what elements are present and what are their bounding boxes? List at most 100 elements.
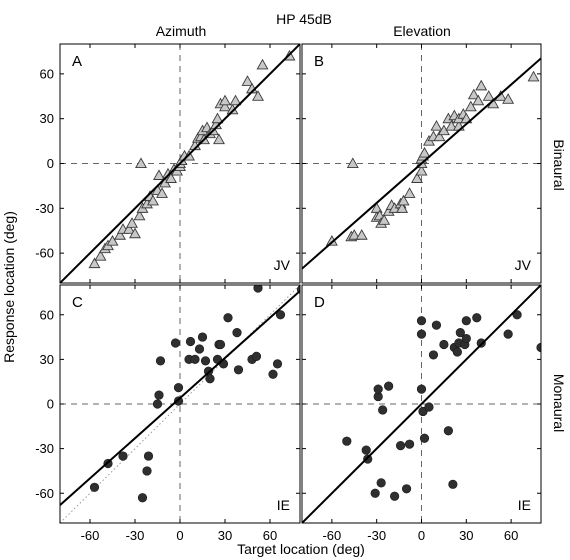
x-tick-label: 60 — [504, 528, 518, 543]
y-tick-label: -30 — [35, 201, 54, 216]
panel-letter: A — [72, 53, 82, 70]
data-point — [512, 310, 522, 320]
data-point — [461, 316, 471, 326]
data-point — [233, 365, 244, 375]
data-point — [348, 229, 361, 240]
data-point — [416, 316, 427, 326]
data-point — [448, 479, 458, 489]
data-point — [275, 310, 286, 320]
data-point — [194, 344, 205, 354]
subject-label: JV — [274, 257, 291, 273]
data-point — [223, 313, 233, 323]
data-point — [404, 439, 415, 449]
data-point — [219, 100, 231, 112]
y-tick-label: 60 — [40, 66, 54, 81]
data-point — [476, 338, 486, 348]
data-point — [416, 329, 427, 339]
data-point — [106, 235, 119, 246]
data-point — [376, 478, 386, 488]
panel-plot-area — [302, 57, 541, 270]
data-point — [89, 482, 100, 492]
data-point — [256, 58, 269, 70]
data-point — [268, 369, 278, 379]
data-point — [363, 454, 373, 464]
data-point — [378, 405, 388, 415]
data-point — [411, 172, 423, 183]
data-point — [346, 157, 359, 169]
panel-letter: C — [72, 294, 83, 311]
x-tick-label: 0 — [176, 528, 183, 543]
data-point — [416, 384, 427, 394]
data-point — [475, 79, 488, 91]
data-point — [455, 328, 465, 338]
data-point — [401, 484, 412, 494]
data-point — [378, 214, 391, 225]
data-point — [173, 383, 184, 393]
data-point — [165, 172, 177, 183]
y-axis-label: Response location (deg) — [1, 211, 17, 363]
data-point — [137, 493, 148, 503]
data-point — [272, 359, 283, 369]
panel-a: -60 -30 0 30 60 A JV — [35, 43, 301, 284]
data-point — [325, 235, 338, 246]
panel-plot-area — [60, 44, 300, 283]
x-tick-label: -30 — [126, 528, 145, 543]
panel-b: B JV — [301, 43, 542, 284]
data-point — [370, 488, 380, 498]
data-point — [355, 229, 368, 240]
data-point — [118, 451, 128, 461]
y-tick-label: 60 — [40, 307, 54, 322]
data-point — [396, 202, 409, 213]
data-point — [190, 354, 200, 364]
x-tick-label: 30 — [218, 528, 232, 543]
data-point — [342, 436, 352, 446]
data-point — [143, 451, 154, 461]
row-title-binaural: Binaural — [551, 139, 567, 190]
data-point — [390, 491, 400, 501]
data-point — [211, 112, 224, 124]
regression-line — [302, 57, 541, 270]
data-point — [527, 70, 540, 82]
data-point — [133, 209, 146, 221]
data-point — [370, 202, 383, 213]
subject-label: IE — [518, 497, 531, 513]
data-point — [232, 328, 242, 338]
x-tick-label: 60 — [263, 528, 277, 543]
data-point — [502, 93, 515, 104]
data-point — [252, 90, 264, 101]
y-tick-label: -60 — [35, 486, 54, 501]
data-point — [155, 356, 166, 366]
column-title-azimuth: Azimuth — [156, 23, 207, 39]
data-point — [205, 374, 215, 384]
data-point — [173, 396, 184, 406]
data-point — [403, 187, 416, 198]
regression-line — [60, 290, 300, 506]
data-point — [472, 313, 482, 323]
data-point — [445, 120, 458, 131]
subject-label: IE — [277, 497, 290, 513]
y-tick-label: 0 — [47, 156, 54, 171]
regression-line — [60, 44, 300, 283]
figure-title: HP 45dB — [276, 11, 332, 27]
data-point — [153, 169, 165, 180]
data-point — [129, 227, 141, 239]
data-point — [88, 257, 101, 269]
data-point — [464, 100, 477, 112]
data-point — [467, 88, 480, 100]
data-point — [443, 426, 453, 436]
data-point — [94, 249, 107, 261]
data-point — [373, 384, 383, 394]
row-title-monaural: Monaural — [551, 374, 567, 432]
x-tick-label: -60 — [322, 528, 341, 543]
panel-c: -60 -30 0 30 60 -60 -30 0 30 60 C IE — [35, 284, 301, 543]
data-point — [433, 130, 446, 142]
panel-plot-area — [302, 285, 541, 523]
x-tick-label: -30 — [367, 528, 386, 543]
data-point — [415, 164, 428, 176]
data-point — [482, 90, 495, 101]
data-point — [439, 339, 449, 350]
data-point — [200, 356, 211, 366]
x-tick-label: 0 — [418, 528, 425, 543]
data-point — [123, 223, 135, 234]
